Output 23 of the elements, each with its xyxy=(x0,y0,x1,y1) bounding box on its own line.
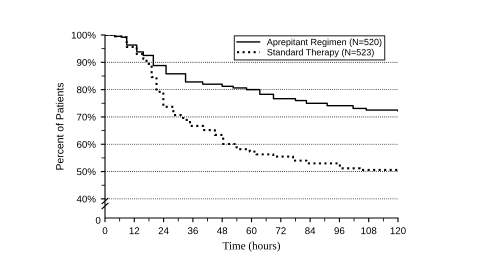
x-tick-label: 60 xyxy=(246,227,257,234)
y-tick-label: 40% xyxy=(76,196,96,202)
text: 0 xyxy=(96,216,100,224)
legend-label: Aprepitant Regimen (N=520) xyxy=(266,38,382,47)
y-tick-label: 70% xyxy=(77,114,96,121)
y-tick-label: 80% xyxy=(76,86,96,94)
x-tick-label: 96 xyxy=(334,227,344,234)
x-tick-label: 12 xyxy=(130,227,140,234)
y-tick-label: 60% xyxy=(77,140,96,148)
x-tick-label: 84 xyxy=(305,227,316,234)
x-tick-label: 48 xyxy=(217,227,228,234)
x-tick-label: 72 xyxy=(276,227,286,234)
y-axis-title: Percent of Patients xyxy=(56,82,64,170)
y-tick-label: 50% xyxy=(76,168,96,176)
y-tick-label: 90% xyxy=(76,59,96,66)
x-tick-label: 36 xyxy=(188,227,198,234)
x-tick-label: 24 xyxy=(158,227,169,234)
x-tick-label: 0 xyxy=(102,227,108,234)
x-axis-title: Time (hours) xyxy=(222,242,280,252)
x-tick-label: 120 xyxy=(390,227,406,234)
y-tick-label: 100% xyxy=(72,32,96,39)
x-tick-label: 108 xyxy=(361,227,376,234)
legend-label: Standard Therapy (N=523) xyxy=(267,48,374,58)
